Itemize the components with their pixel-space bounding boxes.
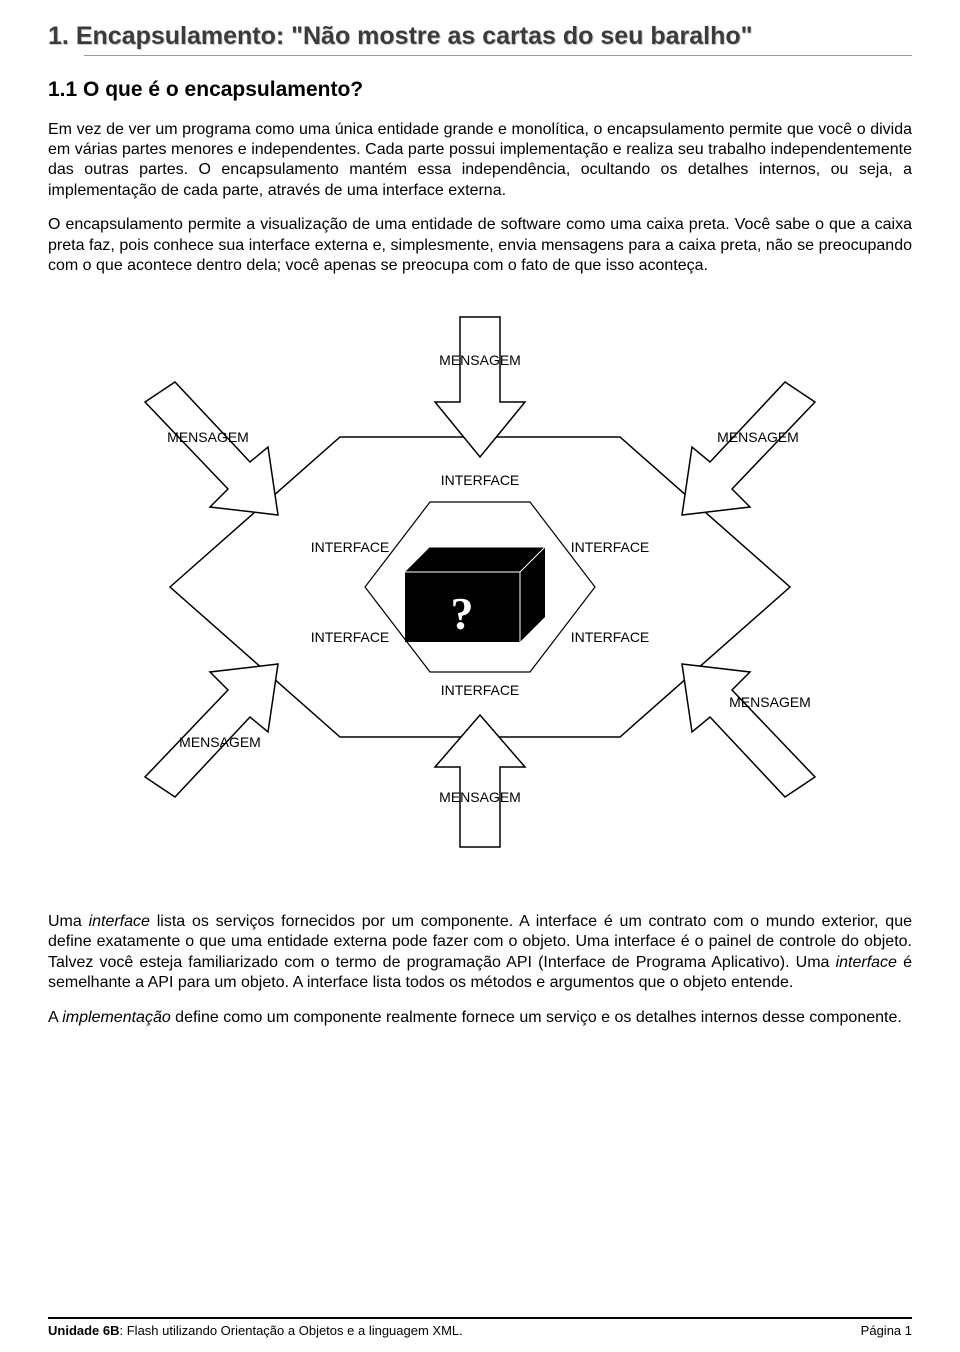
interface-label: INTERFACE xyxy=(571,539,650,555)
p4-term: implementação xyxy=(62,1009,171,1026)
section-title-text: O que é o encapsulamento? xyxy=(83,78,363,101)
footer-unit-bold: Unidade 6B xyxy=(48,1323,120,1338)
chapter-number: 1. xyxy=(48,22,69,50)
interface-label: INTERFACE xyxy=(441,472,520,488)
p3-term1: interface xyxy=(89,913,150,930)
page-footer: Unidade 6B: Flash utilizando Orientação … xyxy=(48,1317,912,1338)
section-title: 1.1 O que é o encapsulamento? xyxy=(48,78,912,102)
diagram-svg: ? INTERFACE INTERFACE INTERFACE INTERFACE IN… xyxy=(110,307,850,867)
chapter-title-text: Encapsulamento: "Não mostre as cartas do… xyxy=(76,22,753,50)
footer-page: Página 1 xyxy=(861,1323,912,1338)
paragraph-3: Uma interface lista os serviços fornecid… xyxy=(48,912,912,994)
section-number: 1.1 xyxy=(48,78,77,101)
encapsulation-diagram: ? INTERFACE INTERFACE INTERFACE INTERFACE IN… xyxy=(110,307,850,872)
p3-term2: interface xyxy=(836,954,897,971)
arrow-top xyxy=(435,317,525,457)
arrow-upper-left xyxy=(145,382,278,515)
message-label: MENSAGEM xyxy=(729,694,811,710)
chapter-title: 1. Encapsulamento: "Não mostre as cartas… xyxy=(84,20,912,56)
footer-unit: Unidade 6B: Flash utilizando Orientação … xyxy=(48,1323,463,1338)
black-box-label: ? xyxy=(451,588,474,639)
interface-label: INTERFACE xyxy=(311,539,390,555)
p3-mid: lista os serviços fornecidos por um comp… xyxy=(48,913,912,971)
black-box: ? xyxy=(405,547,545,642)
message-label: MENSAGEM xyxy=(167,429,249,445)
message-label: MENSAGEM xyxy=(439,352,521,368)
p4-post: define como um componente realmente forn… xyxy=(171,1009,902,1026)
p4-pre: A xyxy=(48,1009,62,1026)
interface-label: INTERFACE xyxy=(441,682,520,698)
message-label: MENSAGEM xyxy=(179,734,261,750)
paragraph-4: A implementação define como um component… xyxy=(48,1008,912,1028)
arrow-upper-right xyxy=(682,382,815,515)
paragraph-2: O encapsulamento permite a visualização … xyxy=(48,215,912,276)
paragraph-1: Em vez de ver um programa como uma única… xyxy=(48,120,912,202)
p3-pre: Uma xyxy=(48,913,89,930)
interface-label: INTERFACE xyxy=(311,629,390,645)
arrow-lower-left xyxy=(145,664,278,797)
message-label: MENSAGEM xyxy=(439,789,521,805)
message-label: MENSAGEM xyxy=(717,429,799,445)
footer-unit-rest: : Flash utilizando Orientação a Objetos … xyxy=(120,1323,463,1338)
arrow-lower-right xyxy=(682,664,815,797)
interface-label: INTERFACE xyxy=(571,629,650,645)
